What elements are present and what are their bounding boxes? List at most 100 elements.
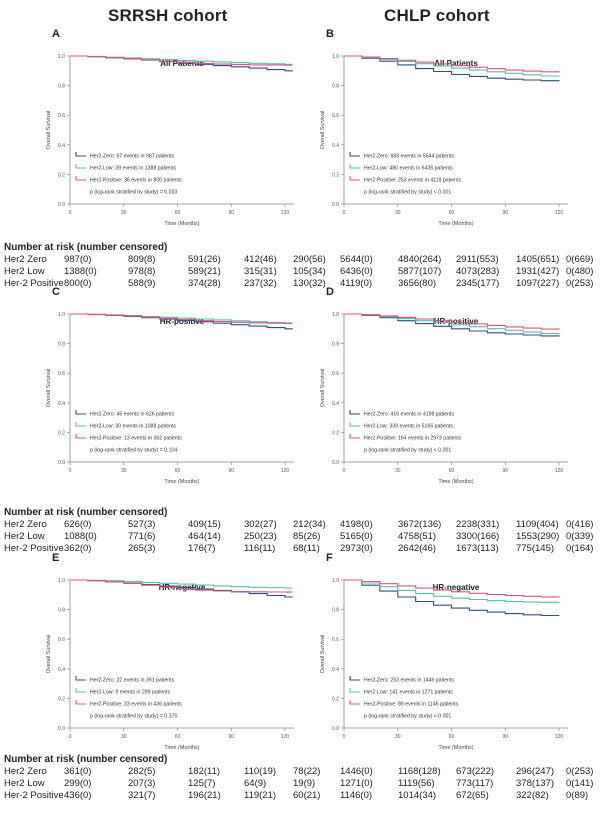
x-axis-label: Time (Months) bbox=[438, 479, 473, 485]
y-axis-label: Overall Survival bbox=[320, 111, 326, 150]
x-tick-label: 60 bbox=[449, 734, 455, 740]
x-tick-label: 90 bbox=[228, 468, 234, 474]
x-tick-label: 120 bbox=[281, 210, 290, 216]
x-tick-label: 90 bbox=[502, 734, 508, 740]
x-tick-label: 120 bbox=[555, 468, 564, 474]
risk-cell: 2973(0) bbox=[340, 543, 373, 554]
series-line-her2-positive bbox=[70, 579, 293, 593]
risk-cell: 1931(427) bbox=[516, 266, 560, 277]
y-tick-label: 0.4 bbox=[332, 401, 339, 407]
series-line-her2-positive bbox=[344, 55, 560, 73]
y-tick-label: 0.4 bbox=[332, 143, 339, 149]
y-tick-label: 0.0 bbox=[332, 460, 339, 466]
y-tick-label: 1.0 bbox=[58, 312, 65, 318]
risk-table-row: Her-2 Positive 436(0) 321(7) 196(21) 119(21)… bbox=[4, 790, 320, 802]
x-tick-label: 30 bbox=[121, 734, 127, 740]
x-tick-label: 30 bbox=[395, 734, 401, 740]
legend-swatch bbox=[349, 700, 360, 705]
y-tick-label: 1.0 bbox=[332, 578, 339, 584]
risk-cell: 196(21) bbox=[188, 790, 221, 801]
risk-cell: 2238(331) bbox=[456, 519, 500, 530]
legend-entry: Her2-Zero: 22 events in 361 patients bbox=[90, 678, 175, 684]
legend-swatch bbox=[75, 422, 86, 427]
legend-entry: Her2-Low: 39 events in 1388 patients bbox=[90, 166, 176, 172]
risk-cell: 378(137) bbox=[516, 778, 555, 789]
panel-letter: F bbox=[326, 552, 333, 564]
risk-cell: 5644(0) bbox=[340, 254, 373, 265]
legend-swatch bbox=[75, 152, 86, 157]
risk-cell: 0(339) bbox=[566, 531, 594, 542]
legend-entry: Her2-Low: 30 events in 1088 patients bbox=[90, 424, 176, 430]
legend-swatch bbox=[349, 422, 360, 427]
km-chart: HR-positive 0.0 0.2 0.4 0.6 0.8 1.0 0 30 60 90 120 T… bbox=[320, 312, 568, 485]
chart-title: All Patients bbox=[434, 59, 478, 68]
y-tick-label: 0.0 bbox=[58, 460, 65, 466]
risk-table-row: 1146(0) 1014(34) 672(65) 322(82) 0(89) bbox=[300, 790, 600, 802]
risk-table-row: 4119(0) 3656(80) 2345(177) 1097(227) 0(253) bbox=[300, 278, 600, 290]
risk-cell: 1088(0) bbox=[64, 531, 97, 542]
risk-cell: 19(9) bbox=[293, 778, 316, 789]
legend-entry: Her2-Zero: 67 events in 987 patients bbox=[90, 154, 175, 160]
chart-title: HR-positive bbox=[160, 317, 205, 326]
y-tick-label: 0.6 bbox=[58, 371, 65, 377]
x-tick-label: 90 bbox=[228, 210, 234, 216]
risk-cell: 412(46) bbox=[244, 254, 277, 265]
risk-cell: 673(222) bbox=[456, 766, 495, 777]
risk-table: Number at risk (number censored) Her2 Zer… bbox=[4, 507, 326, 555]
y-tick-label: 1.0 bbox=[332, 54, 339, 60]
risk-table-spacer bbox=[300, 242, 600, 254]
legend-swatch bbox=[75, 676, 86, 681]
series-line-her2-positive bbox=[344, 313, 560, 330]
risk-table: 5644(0) 4840(264) 2911(553) 1405(651) 0(669)… bbox=[300, 242, 600, 290]
legend-entry: Her2-Low: 9 events in 299 patients bbox=[90, 690, 171, 696]
y-tick-label: 0.8 bbox=[332, 342, 339, 348]
x-axis-label: Time (Months) bbox=[164, 221, 199, 227]
y-tick-label: 0.4 bbox=[58, 401, 65, 407]
x-tick-label: 30 bbox=[395, 468, 401, 474]
risk-cell: 5165(0) bbox=[340, 531, 373, 542]
risk-row-label: Her-2 Positive bbox=[4, 278, 64, 289]
risk-cell: 588(9) bbox=[128, 278, 156, 289]
risk-cell: 409(15) bbox=[188, 519, 221, 530]
risk-row-label: Her2 Zero bbox=[4, 254, 47, 265]
x-tick-label: 60 bbox=[175, 210, 181, 216]
y-tick-label: 0.4 bbox=[58, 667, 65, 673]
y-tick-label: 0.0 bbox=[58, 726, 65, 732]
p-value: p (log-rank stratified by study) = 0.375 bbox=[90, 714, 177, 720]
legend-swatch bbox=[75, 434, 86, 439]
y-tick-label: 0.8 bbox=[58, 342, 65, 348]
legend-entry: Her2-Positive: 36 events in 800 patients bbox=[90, 178, 182, 184]
legend-entry: Her2-Zero: 669 events in 5644 patients bbox=[364, 154, 454, 160]
risk-table: 4198(0) 3672(136) 2238(331) 1109(404) 0(416)… bbox=[300, 507, 600, 555]
p-value: p (log-rank stratified by study) < 0.001 bbox=[364, 190, 451, 196]
legend-entry: Her2-Positive: 23 events in 436 patients bbox=[90, 702, 182, 708]
p-value: p (log-rank stratified by study) < 0.001 bbox=[364, 714, 451, 720]
legend-entry: Her2-Positive: 164 events in 2973 patien… bbox=[364, 436, 462, 442]
risk-cell: 130(32) bbox=[293, 278, 326, 289]
x-tick-label: 120 bbox=[555, 734, 564, 740]
risk-cell: 2911(553) bbox=[456, 254, 499, 265]
risk-cell: 436(0) bbox=[64, 790, 92, 801]
legend-entry: Her2-Zero: 253 events in 1446 patients bbox=[364, 678, 454, 684]
risk-cell: 315(31) bbox=[244, 266, 277, 277]
risk-cell: 374(28) bbox=[188, 278, 221, 289]
series-line-her2-low bbox=[344, 55, 560, 77]
risk-cell: 68(11) bbox=[293, 543, 320, 554]
risk-cell: 775(145) bbox=[516, 543, 555, 554]
x-tick-label: 120 bbox=[281, 468, 290, 474]
y-tick-label: 0.6 bbox=[58, 113, 65, 119]
x-tick-label: 60 bbox=[449, 210, 455, 216]
y-tick-label: 0.8 bbox=[58, 84, 65, 90]
risk-cell: 0(416) bbox=[566, 519, 594, 530]
p-value: p (log-rank stratified by study) < 0.001 bbox=[364, 448, 451, 454]
y-axis-label: Overall Survival bbox=[46, 111, 52, 150]
risk-cell: 64(9) bbox=[244, 778, 267, 789]
risk-cell: 1109(404) bbox=[516, 519, 559, 530]
panel-letter: C bbox=[52, 286, 60, 298]
y-tick-label: 0.0 bbox=[332, 202, 339, 208]
risk-cell: 1146(0) bbox=[340, 790, 373, 801]
series-line-her2-zero bbox=[344, 313, 560, 337]
risk-cell: 3300(166) bbox=[456, 531, 500, 542]
risk-cell: 207(3) bbox=[128, 778, 156, 789]
y-tick-label: 0.6 bbox=[332, 113, 339, 119]
